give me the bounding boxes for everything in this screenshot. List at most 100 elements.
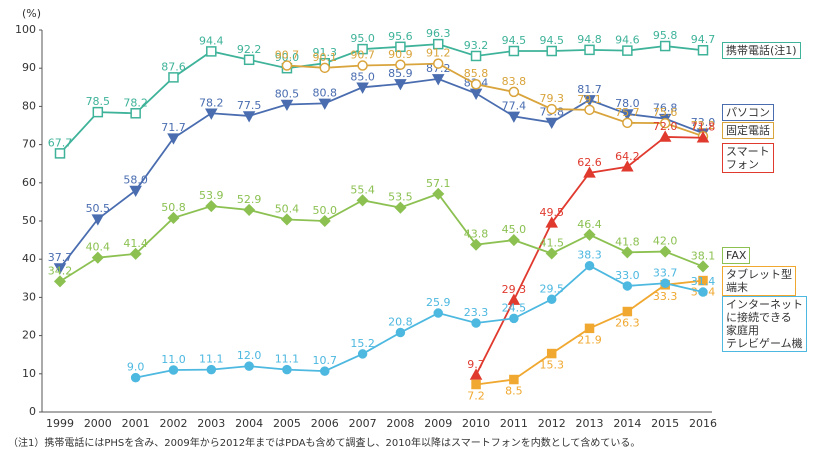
- data-label: 7.2: [467, 389, 485, 402]
- marker: [280, 99, 294, 112]
- marker: [168, 72, 179, 83]
- marker: [508, 45, 520, 57]
- y-tick-label: 40: [22, 252, 36, 265]
- marker: [509, 374, 519, 385]
- marker: [130, 108, 141, 119]
- marker: [470, 50, 482, 62]
- x-tick-label: 2007: [349, 417, 377, 430]
- marker: [282, 364, 292, 375]
- data-label: 41.4: [123, 237, 148, 250]
- data-label: 45.0: [502, 223, 527, 236]
- data-label: 55.4: [350, 183, 375, 196]
- data-label: 80.8: [313, 86, 338, 99]
- marker: [508, 86, 520, 98]
- data-label: 20.8: [388, 316, 413, 329]
- marker: [242, 111, 256, 123]
- marker: [319, 62, 331, 74]
- data-label: 78.2: [123, 96, 148, 109]
- marker: [545, 247, 558, 260]
- marker: [509, 313, 519, 324]
- data-label: 90.0: [275, 51, 300, 64]
- marker: [545, 216, 558, 228]
- data-label: 90.7: [350, 49, 375, 62]
- data-label: 50.0: [313, 204, 338, 217]
- data-label: 94.5: [539, 34, 564, 47]
- marker: [469, 368, 483, 380]
- data-label: 15.3: [539, 359, 564, 372]
- marker: [54, 148, 66, 159]
- marker: [395, 41, 406, 53]
- marker: [584, 260, 595, 271]
- data-label: 8.5: [505, 385, 523, 398]
- marker: [584, 323, 595, 334]
- footnote: （注1）携帯電話にはPHSを含み、2009年から2012年まではPDAも含めて調…: [8, 438, 641, 449]
- marker: [621, 246, 634, 259]
- marker: [205, 200, 218, 213]
- data-label: 91.3: [313, 46, 338, 59]
- data-label: 25.9: [426, 296, 451, 309]
- data-label: 15.2: [350, 337, 375, 350]
- marker: [53, 263, 67, 275]
- data-label: 21.9: [577, 333, 602, 346]
- data-label: 78.5: [86, 95, 111, 108]
- marker: [431, 74, 445, 86]
- y-axis-label: (%): [22, 7, 41, 20]
- y-tick-label: 80: [22, 99, 36, 112]
- data-label: 95.0: [350, 32, 375, 45]
- data-label: 33.3: [653, 290, 678, 303]
- marker: [357, 60, 368, 71]
- series-line: [59, 43, 704, 154]
- y-tick-label: 90: [22, 61, 36, 74]
- data-label: 92.2: [237, 43, 262, 56]
- x-tick-label: 2001: [122, 417, 150, 430]
- marker: [698, 287, 708, 297]
- marker: [583, 228, 596, 241]
- x-tick-label: 2011: [500, 417, 528, 430]
- data-label: 85.9: [388, 67, 413, 80]
- legend-entry: パソコン: [722, 104, 774, 121]
- data-label: 42.0: [653, 235, 678, 248]
- y-tick-label: 30: [22, 290, 36, 303]
- x-tick-label: 2015: [651, 417, 679, 430]
- marker: [622, 45, 633, 56]
- data-label: 43.8: [464, 228, 489, 241]
- marker: [432, 58, 444, 69]
- data-label: 29.3: [502, 283, 527, 296]
- marker: [318, 214, 331, 228]
- marker: [395, 327, 406, 338]
- x-tick-label: 2010: [462, 417, 490, 430]
- data-label: 75.6: [653, 106, 678, 119]
- marker: [129, 185, 142, 197]
- marker: [507, 293, 521, 305]
- data-label: 83.8: [502, 75, 527, 88]
- data-label: 33.7: [653, 266, 678, 279]
- marker: [546, 348, 557, 359]
- data-label: 11.1: [199, 353, 224, 366]
- data-label: 90.7: [275, 49, 300, 62]
- marker: [130, 372, 141, 383]
- data-label: 41.5: [539, 236, 564, 249]
- data-label: 94.7: [691, 33, 716, 46]
- data-label: 33.0: [615, 269, 640, 282]
- data-label: 87.6: [161, 60, 186, 73]
- data-label: 23.3: [464, 306, 489, 319]
- data-label: 90.1: [313, 51, 338, 64]
- marker: [92, 106, 104, 118]
- x-tick-label: 2005: [273, 417, 301, 430]
- data-label: 94.8: [577, 33, 602, 46]
- x-tick-label: 2009: [424, 417, 452, 430]
- data-label: 85.0: [350, 70, 375, 83]
- data-label: 71.8: [691, 121, 716, 134]
- data-label: 67.7: [48, 136, 73, 149]
- data-label: 52.9: [237, 193, 262, 206]
- marker: [696, 131, 710, 143]
- marker: [129, 247, 142, 260]
- data-label: 40.4: [86, 241, 111, 254]
- data-label: 76.8: [653, 102, 678, 115]
- marker: [432, 38, 444, 50]
- data-label: 49.5: [539, 206, 564, 219]
- data-label: 64.2: [615, 150, 640, 163]
- data-label: 85.8: [464, 67, 489, 80]
- marker: [584, 104, 595, 116]
- marker: [621, 160, 634, 172]
